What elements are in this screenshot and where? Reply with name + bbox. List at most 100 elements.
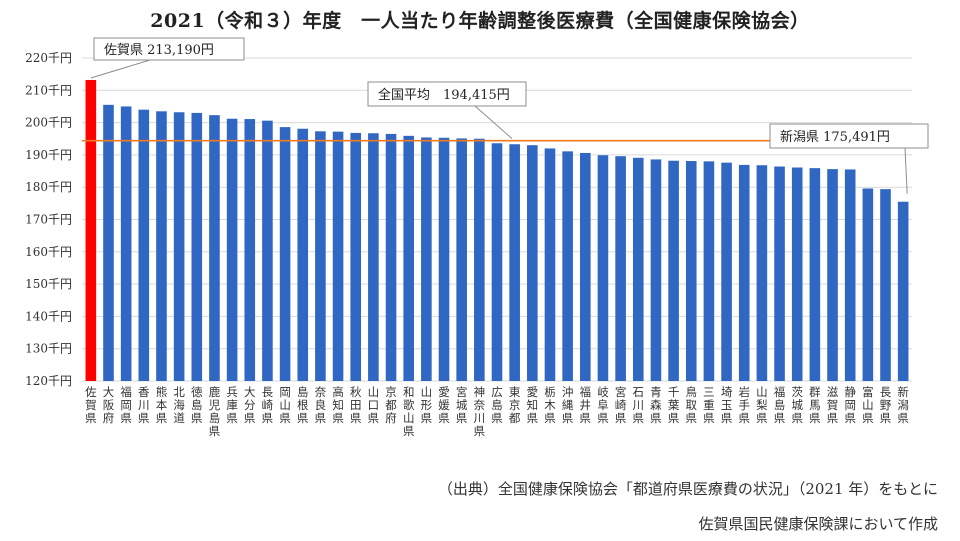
x-tick-label: 県 (791, 411, 803, 425)
x-tick-label: 県 (403, 424, 415, 438)
x-tick-label: 山 (368, 385, 380, 399)
x-tick-label: 県 (650, 411, 662, 425)
x-tick-label: 鹿 (209, 385, 221, 399)
x-tick-label: 賀 (827, 398, 839, 412)
bar (668, 160, 679, 381)
x-tick-label: 井 (580, 398, 592, 412)
x-tick-label: 県 (262, 411, 274, 425)
x-tick-label: 愛 (527, 385, 539, 399)
callout-box (93, 37, 245, 61)
x-tick-label: 島 (209, 411, 221, 425)
annotation-label: 佐賀県 213,190円 (104, 43, 214, 58)
x-tick-label: 川 (633, 398, 645, 412)
bar (421, 137, 432, 381)
x-tick-label: 野 (880, 398, 892, 412)
bar (173, 112, 185, 381)
x-tick-label: 県 (244, 411, 256, 425)
x-tick-label: 手 (738, 398, 750, 412)
x-tick-label: 口 (368, 398, 380, 412)
bar (138, 109, 150, 382)
x-tick-label: 都 (509, 411, 521, 425)
x-tick-label: 県 (332, 411, 344, 425)
x-tick-label: 崎 (615, 398, 627, 412)
bar (120, 106, 132, 381)
x-tick-label: 岐 (597, 385, 609, 399)
x-tick-label: 県 (809, 411, 821, 425)
x-tick-label: 県 (156, 411, 168, 425)
bars (85, 79, 909, 382)
bar (791, 167, 803, 381)
bar (597, 155, 609, 381)
x-tick-label: 県 (615, 411, 627, 425)
x-tick-label: 島 (774, 398, 786, 412)
x-tick-label: 県 (279, 411, 291, 425)
x-tick-label: 県 (421, 411, 433, 425)
x-tick-label: 宮 (456, 385, 468, 399)
x-tick-label: 川 (474, 411, 486, 425)
x-tick-label: 賀 (85, 398, 97, 412)
x-tick-label: 縄 (562, 398, 574, 412)
x-tick-label: 岩 (738, 385, 750, 399)
x-tick-label: 潟 (897, 398, 909, 412)
bar (738, 164, 750, 381)
x-tick-label: 県 (491, 411, 503, 425)
callout-pointer (90, 59, 151, 79)
x-tick-label: 県 (738, 411, 750, 425)
x-tick-label: 県 (527, 411, 539, 425)
x-tick-label: 徳 (191, 385, 203, 399)
x-tick-label: 県 (226, 411, 238, 425)
x-tick-label: 県 (668, 411, 680, 425)
x-tick-label: 県 (597, 411, 609, 425)
x-tick-label: 県 (438, 411, 450, 425)
x-tick-label: 山 (421, 385, 433, 399)
x-tick-label: 県 (862, 411, 874, 425)
bar (827, 169, 838, 381)
x-tick-label: 良 (315, 398, 327, 412)
bar (562, 151, 573, 381)
bar (315, 131, 326, 381)
x-tick-label: 島 (491, 398, 503, 412)
x-tick-label: 高 (332, 385, 344, 399)
callout-box (769, 123, 929, 149)
y-tick-label: 190千円 (25, 148, 72, 162)
x-tick-label: 県 (350, 411, 362, 425)
x-tick-label: 島 (297, 385, 309, 399)
bar (368, 133, 379, 381)
y-tick-label: 220千円 (25, 51, 72, 65)
x-tick-label: 兵 (226, 385, 238, 399)
x-tick-label: 重 (703, 398, 715, 412)
x-tick-label: 崎 (262, 398, 274, 412)
x-tick-label: 木 (544, 398, 556, 412)
bar-chart: 120千円 130千円 140千円 150千円 160千円 170千円 180千円 190千円… (25, 37, 929, 438)
bar (385, 133, 397, 381)
x-tick-label: 山 (279, 398, 291, 412)
callout-pointer (474, 105, 513, 140)
x-tick-label: 森 (650, 398, 662, 412)
x-tick-label: 県 (315, 411, 327, 425)
x-tick-label: 県 (209, 424, 221, 438)
annotation-callout: 全国平均 194,415円 (367, 81, 527, 140)
y-axis-tick-labels: 120千円 130千円 140千円 150千円 160千円 170千円 180千円 190千円… (25, 51, 72, 388)
bar (403, 135, 414, 381)
bar (580, 152, 591, 381)
x-tick-label: 海 (173, 398, 185, 412)
x-tick-label: 青 (650, 385, 662, 399)
x-tick-label: 県 (844, 411, 856, 425)
x-tick-label: 根 (297, 398, 309, 412)
annotation-label: 新潟県 175,491円 (780, 129, 890, 145)
x-tick-label: 県 (756, 411, 768, 425)
annotation-callout: 新潟県 175,491円 (769, 123, 929, 194)
x-tick-label: 奈 (474, 398, 486, 412)
bar (244, 119, 256, 381)
bar (279, 127, 291, 381)
chart-title: 2021（令和３）年度 一人当たり年齢調整後医療費（全国健康保険協会） (150, 10, 810, 32)
x-tick-label: 岡 (279, 385, 291, 399)
x-tick-label: 山 (403, 411, 415, 425)
source-line-2: 佐賀県国民健康保険課において作成 (698, 515, 938, 533)
x-tick-label: 島 (191, 398, 203, 412)
x-tick-label: 阜 (597, 398, 609, 412)
x-tick-label: 佐 (85, 385, 97, 399)
x-tick-label: 千 (668, 385, 680, 399)
bar (862, 188, 874, 381)
